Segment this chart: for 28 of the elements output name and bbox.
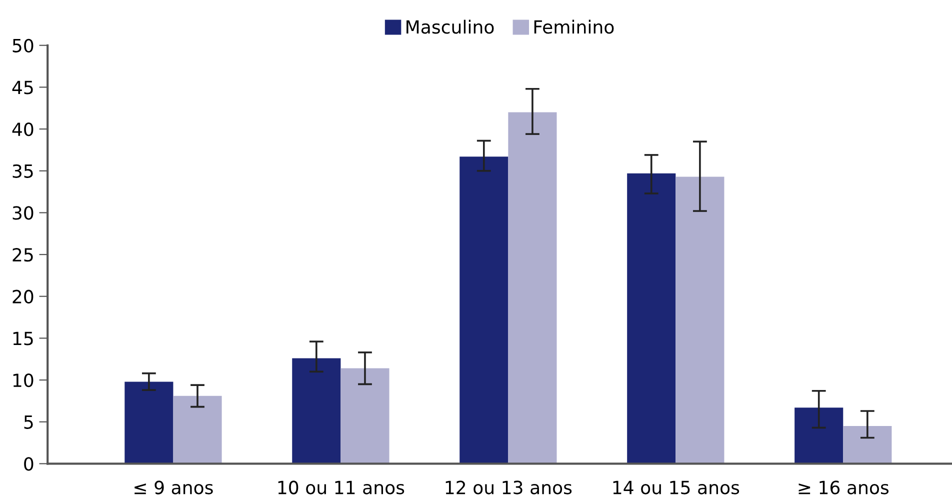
x-tick-label: 14 ou 15 anos <box>613 480 740 494</box>
x-tick-label: 12 ou 13 anos <box>446 480 572 494</box>
bar <box>124 382 174 464</box>
y-tick-label: 45 <box>12 80 33 94</box>
y-tick-label: 0 <box>24 457 34 471</box>
legend-label: Feminino <box>534 20 614 34</box>
x-tick-label: ≤ 9 anos <box>134 480 213 494</box>
bar <box>173 396 222 464</box>
y-tick-label: 5 <box>24 416 33 429</box>
y-tick-label: 40 <box>12 122 34 136</box>
x-tick-label: ≥ 16 anos <box>798 480 889 494</box>
y-tick-label: 10 <box>13 373 34 388</box>
bar <box>794 408 844 464</box>
y-tick-label: 15 <box>13 332 33 346</box>
y-tick-label: 20 <box>12 290 34 304</box>
bar <box>460 156 508 464</box>
bar <box>340 368 390 464</box>
bar <box>292 358 341 464</box>
legend-label: Masculino <box>406 20 494 34</box>
bar <box>627 173 676 464</box>
x-tick-label: 10 ou 11 anos <box>278 480 404 494</box>
y-tick-label: 30 <box>12 206 34 220</box>
y-tick-label: 35 <box>12 164 33 178</box>
bar <box>843 426 892 464</box>
y-tick-label: 25 <box>12 248 33 262</box>
bar <box>508 112 557 464</box>
bar <box>676 176 724 464</box>
y-tick-label: 50 <box>12 38 34 52</box>
